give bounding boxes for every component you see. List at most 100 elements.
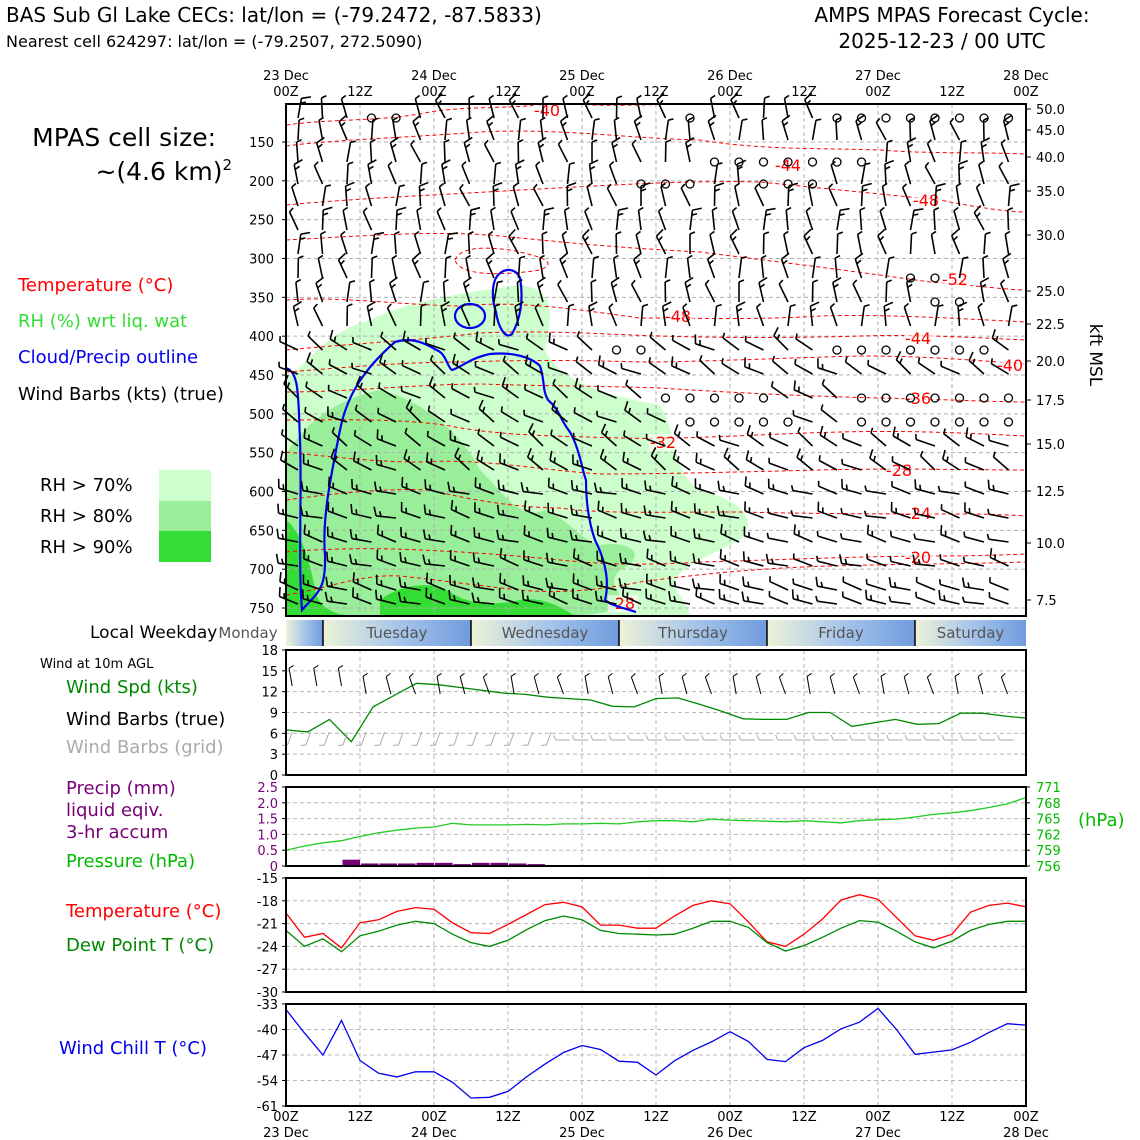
xsec-wind-barb — [351, 478, 372, 495]
wind10-grid-barb — [281, 731, 293, 746]
xsec-wind-barb — [474, 477, 495, 495]
calm-wind-circle — [660, 393, 671, 403]
calm-wind-circle — [366, 113, 377, 123]
xsec-wind-barb — [599, 448, 617, 471]
xsec-wind-barb — [738, 118, 748, 141]
xsec-wind-barb — [619, 553, 642, 567]
xsec-wind-barb — [950, 228, 961, 255]
xsec-wind-barb — [288, 207, 299, 231]
xsec-wind-barb — [707, 114, 717, 141]
calm-wind-circle — [856, 417, 867, 427]
xsec-wind-barb — [888, 596, 911, 605]
xsec-wind-barb — [671, 334, 691, 351]
xsec-wind-barb — [866, 553, 887, 567]
xsec-wind-barb — [535, 161, 544, 185]
temp-label-bg — [649, 434, 679, 451]
xsec-wind-barb — [729, 228, 740, 255]
xsec-wind-barb — [961, 577, 985, 591]
xsec-wind-barb — [293, 159, 303, 185]
cloud-outline-main — [286, 339, 637, 614]
xsec-wind-barb — [517, 139, 524, 163]
precip-bar — [342, 859, 360, 866]
xsec-wind-barb — [377, 407, 397, 423]
xsec-wind-barb — [523, 550, 544, 567]
xsec-wind-barb — [595, 575, 617, 591]
legend-wind-barbs-grid: Wind Barbs (grid) — [66, 737, 224, 758]
xsec-wind-barb — [838, 554, 862, 567]
xsec-wind-barb — [885, 256, 895, 279]
weekday-label: Wednesday — [502, 624, 589, 642]
temp-label-bg — [904, 505, 934, 522]
xsec-wind-barb — [514, 159, 525, 185]
xsec-wind-barb — [546, 527, 568, 543]
xsec-wind-barb — [340, 230, 348, 255]
xsec-wind-barb — [395, 206, 407, 231]
xsec-wind-barb — [576, 331, 593, 351]
xsec-wind-barb — [744, 335, 764, 351]
xsec-wind-barb — [958, 139, 967, 163]
xsec-wind-barb — [419, 280, 430, 303]
panel-ytick-label: 0.5 — [257, 844, 278, 859]
xsec-wind-barb — [485, 252, 495, 279]
wind10-grid-barb — [608, 734, 626, 741]
top-hour-label: 00Z — [1013, 85, 1039, 100]
precip-bar — [379, 863, 397, 866]
wind10-true-barb — [852, 673, 860, 695]
xsec-wind-barb — [561, 230, 569, 255]
legend-wind-barbs-true: Wind Barbs (true) — [66, 709, 225, 730]
wind10-true-barb — [630, 673, 638, 695]
calm-wind-circle — [709, 393, 720, 403]
xsec-wind-barb — [427, 405, 446, 423]
xsec-wind-barb — [696, 431, 715, 447]
pressure-tick-label: 550 — [249, 447, 274, 462]
bottom-date-label: 26 Dec — [707, 1126, 753, 1140]
pressure-ytick-label: 759 — [1036, 844, 1061, 859]
xsec-wind-barb — [643, 505, 666, 519]
calm-wind-circle — [856, 345, 867, 355]
calm-wind-circle — [758, 417, 769, 427]
xsec-wind-barb — [302, 574, 323, 591]
xsec-wind-barb — [633, 252, 642, 279]
xsec-wind-barb — [1002, 252, 1012, 279]
xsec-wind-barb — [1000, 139, 1010, 163]
legend-rh90-label: RH > 90% — [40, 537, 133, 558]
xsec-wind-barb — [793, 380, 813, 399]
weekday-band — [471, 620, 619, 646]
xsec-wind-barb — [523, 525, 544, 543]
xsec-wind-barb — [989, 548, 1009, 567]
xsec-wind-barb — [551, 400, 569, 423]
xsec-wind-barb — [964, 481, 985, 495]
xsec-wind-barb — [414, 94, 422, 119]
xsec-wind-barb — [502, 355, 520, 375]
xsec-wind-barb — [769, 576, 789, 591]
calm-wind-circle — [807, 179, 818, 189]
xsec-wind-barb — [512, 182, 520, 207]
wind10-grid-barb — [682, 734, 700, 741]
temp-label-bg — [885, 462, 915, 479]
xsec-wind-barb — [768, 457, 789, 471]
top-hour-label: 00Z — [865, 85, 891, 100]
xsec-wind-barb — [424, 479, 446, 495]
xsec-wind-barb — [376, 524, 397, 543]
xsec-wind-barb — [606, 183, 618, 207]
xsec-wind-barb — [295, 138, 302, 163]
xsec-wind-barb — [490, 206, 496, 231]
xsec-wind-barb — [930, 230, 937, 255]
top-date-label: 25 Dec — [559, 69, 605, 84]
xsec-wind-barb — [809, 301, 820, 327]
wind10-true-barb — [903, 672, 910, 695]
xsec-wind-barb — [987, 479, 1009, 495]
temp-contour-label: -40 — [534, 101, 560, 120]
xsec-wind-barb — [792, 578, 813, 591]
xsec-wind-barb — [816, 555, 838, 567]
xsec-wind-barb — [447, 481, 470, 495]
calm-wind-circle — [905, 417, 916, 427]
xsec-wind-barb — [615, 207, 629, 231]
xsec-wind-barb — [938, 589, 960, 605]
xsec-wind-barb — [324, 591, 348, 605]
xsec-wind-barb — [532, 183, 544, 207]
wind10-grid-barb — [571, 734, 589, 741]
panel-frame — [285, 1003, 1027, 1107]
wind10-grid-barb — [448, 731, 460, 746]
